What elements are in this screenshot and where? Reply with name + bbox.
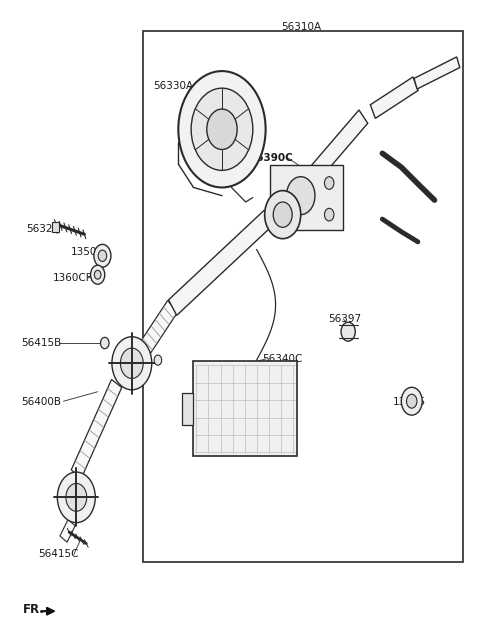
Circle shape bbox=[401, 387, 422, 415]
Text: 56330A: 56330A bbox=[154, 81, 193, 91]
Circle shape bbox=[407, 394, 417, 408]
Polygon shape bbox=[371, 77, 418, 119]
Bar bbox=[182, 393, 192, 425]
Circle shape bbox=[179, 71, 265, 188]
Circle shape bbox=[287, 177, 315, 214]
Circle shape bbox=[324, 177, 334, 189]
Circle shape bbox=[100, 338, 109, 349]
Circle shape bbox=[94, 244, 111, 267]
Polygon shape bbox=[126, 300, 178, 375]
Polygon shape bbox=[283, 110, 368, 212]
Text: 56310A: 56310A bbox=[282, 22, 322, 32]
Bar bbox=[52, 221, 59, 232]
Circle shape bbox=[264, 191, 301, 239]
Text: FR.: FR. bbox=[23, 604, 45, 616]
Circle shape bbox=[120, 348, 143, 378]
Text: 56340C: 56340C bbox=[263, 354, 303, 364]
Polygon shape bbox=[414, 57, 460, 89]
Text: 56322: 56322 bbox=[26, 223, 60, 234]
Polygon shape bbox=[270, 165, 343, 230]
Text: 1360CF: 1360CF bbox=[53, 273, 93, 283]
Circle shape bbox=[154, 355, 162, 365]
Circle shape bbox=[273, 202, 292, 227]
Circle shape bbox=[91, 265, 105, 284]
Circle shape bbox=[95, 271, 101, 279]
Polygon shape bbox=[60, 519, 75, 542]
Circle shape bbox=[191, 88, 253, 170]
Circle shape bbox=[207, 109, 237, 149]
Text: 13385: 13385 bbox=[393, 397, 426, 408]
Circle shape bbox=[341, 322, 355, 341]
Circle shape bbox=[324, 209, 334, 221]
Circle shape bbox=[112, 337, 152, 390]
Text: 1350LE: 1350LE bbox=[71, 247, 110, 257]
Text: 56415C: 56415C bbox=[38, 549, 79, 560]
Circle shape bbox=[66, 484, 87, 511]
Text: 56397: 56397 bbox=[328, 314, 361, 324]
Circle shape bbox=[98, 250, 107, 262]
Bar bbox=[192, 361, 297, 456]
Circle shape bbox=[57, 472, 96, 523]
Polygon shape bbox=[71, 380, 122, 478]
Text: 56390C: 56390C bbox=[249, 152, 293, 163]
Text: 56415B: 56415B bbox=[22, 338, 62, 348]
Text: 56400B: 56400B bbox=[22, 397, 62, 408]
Polygon shape bbox=[168, 210, 273, 315]
Bar bbox=[143, 31, 463, 563]
